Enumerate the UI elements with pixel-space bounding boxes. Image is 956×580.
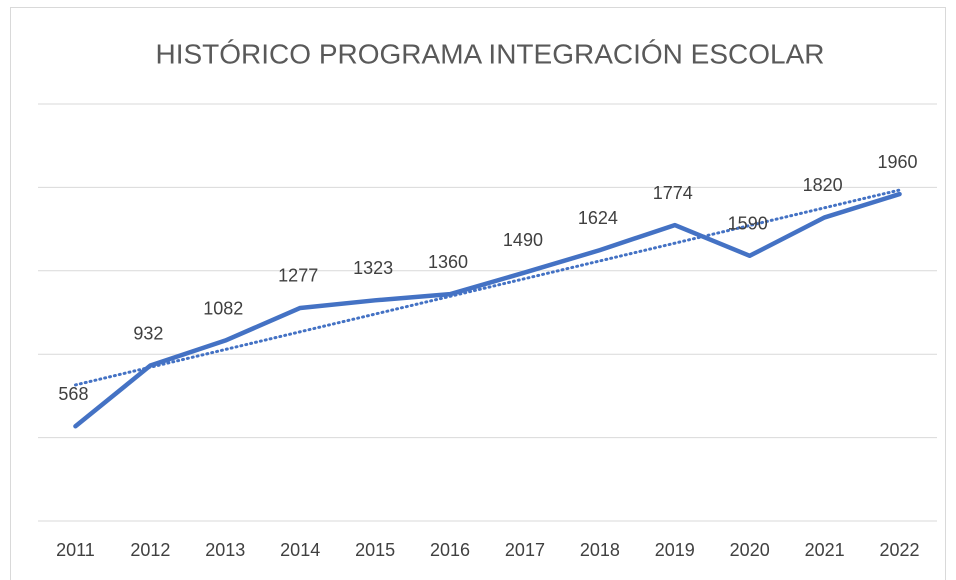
chart-title: HISTÓRICO PROGRAMA INTEGRACIÓN ESCOLAR xyxy=(156,38,825,69)
data-label: 1082 xyxy=(203,298,243,318)
data-label: 1774 xyxy=(653,183,693,203)
x-tick-label: 2014 xyxy=(280,540,320,560)
data-label: 932 xyxy=(133,323,163,343)
data-label: 568 xyxy=(58,384,88,404)
x-tick-label: 2021 xyxy=(805,540,845,560)
x-tick-label: 2015 xyxy=(355,540,395,560)
chart-frame xyxy=(10,7,946,580)
data-label: 1360 xyxy=(428,252,468,272)
x-tick-label: 2016 xyxy=(430,540,470,560)
data-label: 1323 xyxy=(353,258,393,278)
data-label: 1960 xyxy=(878,152,918,172)
data-label: 1490 xyxy=(503,230,543,250)
trendline xyxy=(73,188,902,387)
x-tick-label: 2018 xyxy=(580,540,620,560)
x-tick-label: 2012 xyxy=(130,540,170,560)
x-tick-label: 2011 xyxy=(56,540,95,560)
data-label: 1624 xyxy=(578,208,618,228)
data-label: 1820 xyxy=(803,175,843,195)
data-label: 1590 xyxy=(728,214,768,234)
x-tick-label: 2017 xyxy=(505,540,545,560)
x-tick-label: 2013 xyxy=(205,540,245,560)
data-label: 1277 xyxy=(278,266,318,286)
x-tick-label: 2020 xyxy=(730,540,770,560)
x-tick-label: 2022 xyxy=(880,540,920,560)
x-tick-label: 2019 xyxy=(655,540,695,560)
data-line xyxy=(73,191,902,429)
